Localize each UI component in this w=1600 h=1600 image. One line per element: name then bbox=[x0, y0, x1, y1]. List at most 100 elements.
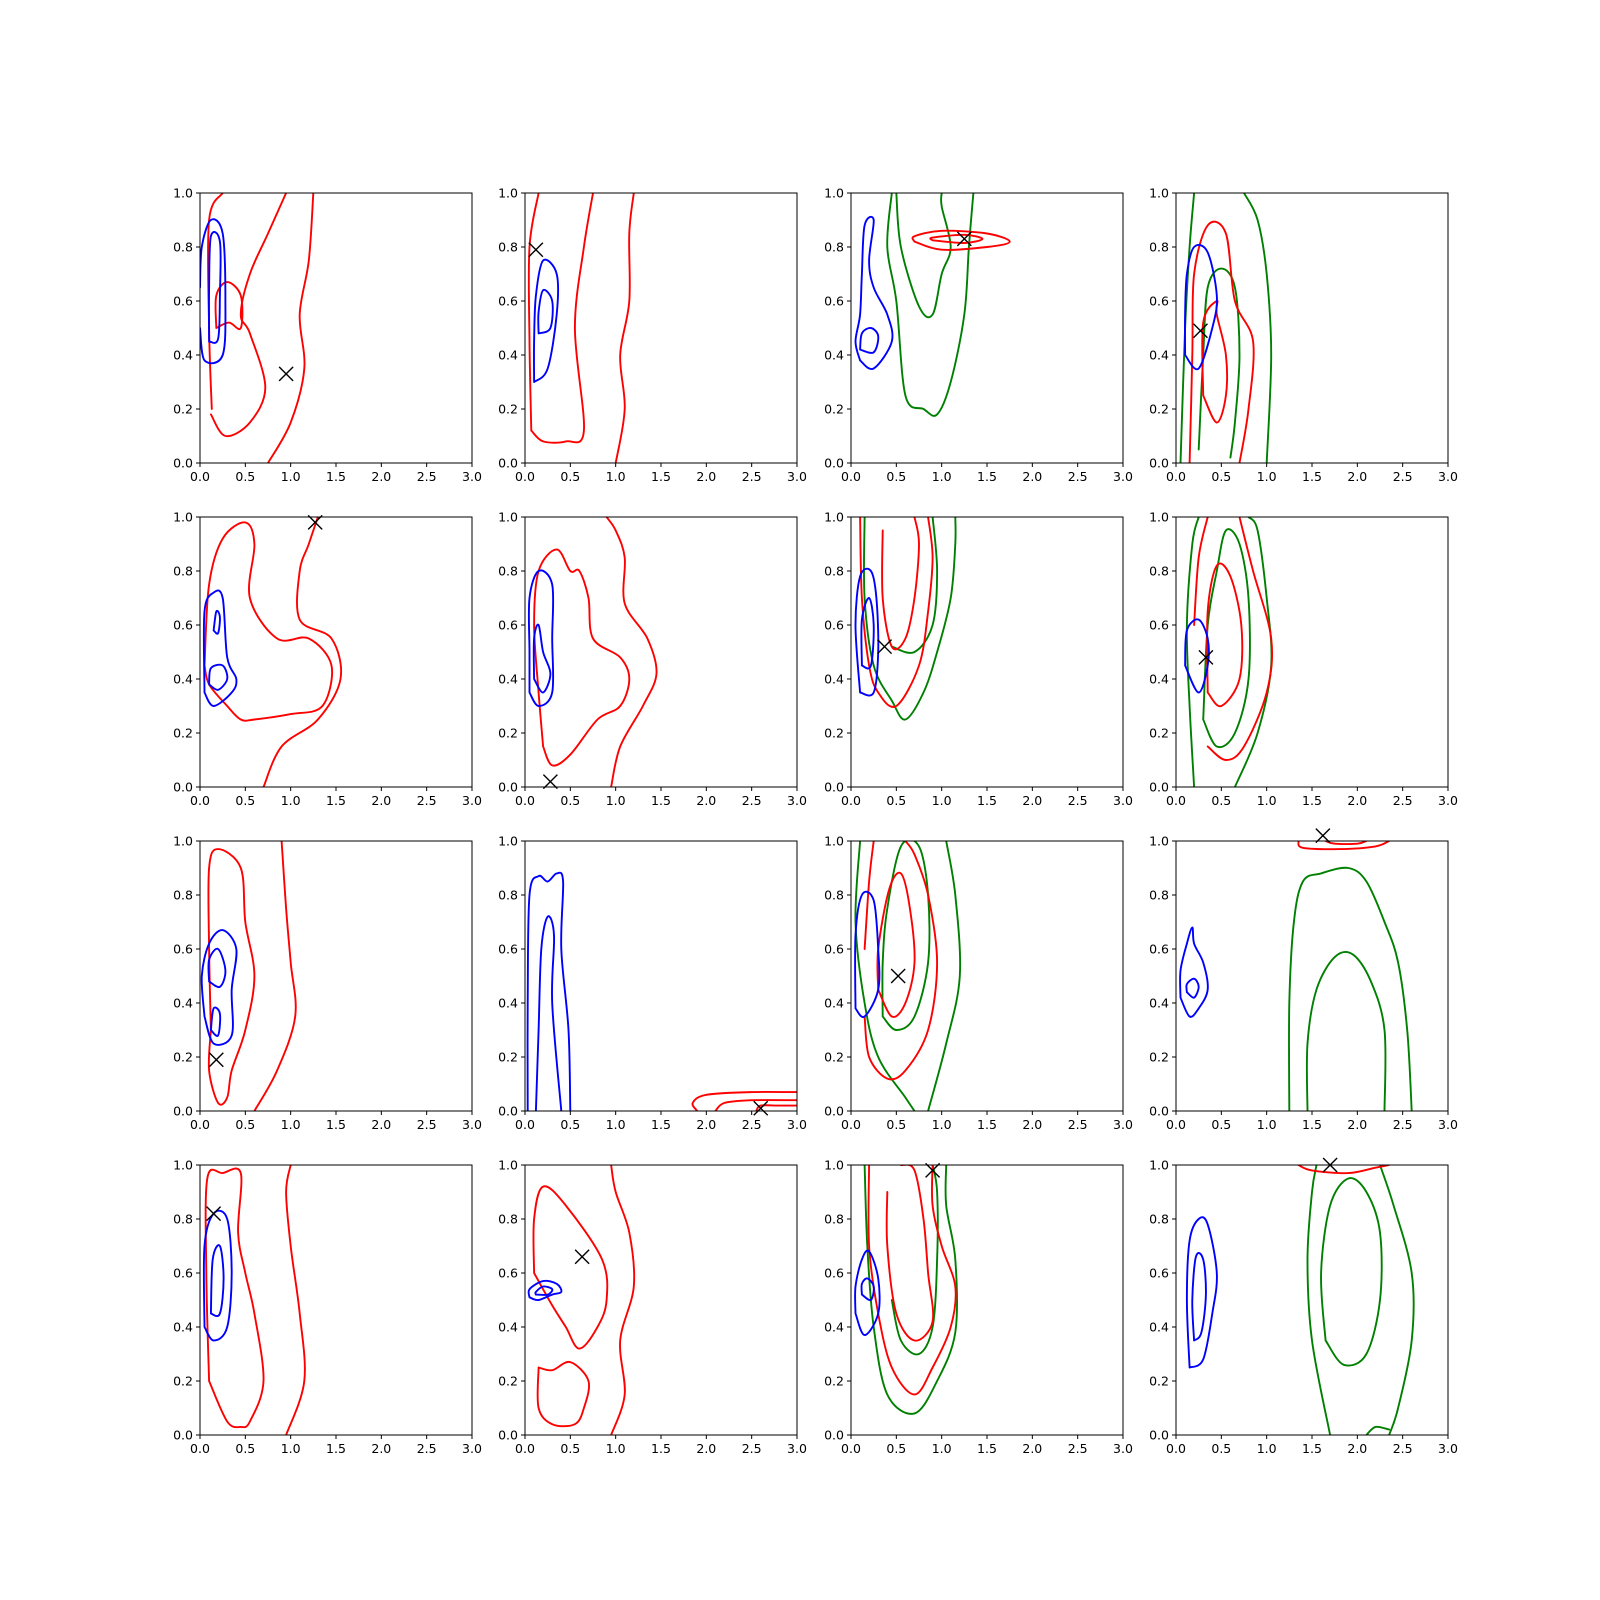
red-contour-line bbox=[1201, 299, 1228, 424]
y-tick-label: 0.0 bbox=[173, 1428, 193, 1443]
green-contour-line bbox=[1305, 951, 1387, 1111]
y-tick-label: 0.2 bbox=[824, 1374, 844, 1389]
y-tick-label: 0.6 bbox=[824, 618, 844, 633]
x-tick-label: 2.5 bbox=[742, 1441, 762, 1456]
y-tick-label: 0.2 bbox=[498, 1050, 518, 1065]
y-tick-label: 0.4 bbox=[824, 672, 844, 687]
x-tick-label: 2.5 bbox=[1393, 469, 1413, 484]
red-contour-line bbox=[863, 841, 939, 1081]
y-tick-label: 0.0 bbox=[1149, 456, 1169, 471]
green-contour-line bbox=[1288, 866, 1413, 1111]
y-tick-label: 0.4 bbox=[824, 1320, 844, 1335]
blue-contour-line bbox=[854, 890, 881, 1019]
y-tick-label: 0.8 bbox=[498, 888, 518, 903]
x-tick-label: 1.5 bbox=[651, 1441, 671, 1456]
plot-area bbox=[200, 193, 315, 463]
y-tick-label: 0.2 bbox=[1149, 1050, 1169, 1065]
x-tick-label: 2.5 bbox=[1393, 1117, 1413, 1132]
x-tick-label: 0.5 bbox=[886, 469, 906, 484]
blue-contour-line bbox=[200, 929, 238, 1046]
y-tick-label: 0.2 bbox=[173, 726, 193, 741]
plot-area bbox=[854, 841, 962, 1111]
y-tick-label: 0.6 bbox=[498, 1266, 518, 1281]
y-tick-label: 0.0 bbox=[498, 1104, 518, 1119]
x-marker bbox=[1192, 323, 1208, 339]
y-tick-label: 0.6 bbox=[173, 618, 193, 633]
x-tick-label: 0.5 bbox=[1211, 793, 1231, 808]
y-tick-label: 1.0 bbox=[498, 1158, 518, 1173]
x-marker bbox=[574, 1249, 590, 1265]
x-tick-label: 1.0 bbox=[281, 793, 301, 808]
subplot-1-3: 0.0 0.5 1.0 1.5 2.0 2.5 3.0 0.0 0.2 0.4 0.6 0.8 1.0 bbox=[824, 186, 1133, 485]
y-tick-label: 0.6 bbox=[1149, 942, 1169, 957]
green-contour-line bbox=[1379, 1165, 1415, 1435]
red-contour-line bbox=[1193, 517, 1209, 626]
y-tick-label: 0.2 bbox=[1149, 726, 1169, 741]
y-tick-label: 1.0 bbox=[498, 834, 518, 849]
plot-area bbox=[202, 517, 343, 787]
y-tick-label: 0.4 bbox=[824, 996, 844, 1011]
x-marker bbox=[890, 968, 906, 984]
subplot-3-1: 0.0 0.5 1.0 1.5 2.0 2.5 3.0 0.0 0.2 0.4 0.6 0.8 1.0 bbox=[173, 834, 482, 1133]
red-contour-line bbox=[285, 1165, 306, 1435]
green-contour-line bbox=[886, 193, 975, 417]
x-tick-label: 1.0 bbox=[606, 1117, 626, 1132]
green-contour-line bbox=[1202, 528, 1251, 748]
plot-area bbox=[1185, 1165, 1415, 1435]
y-tick-label: 0.2 bbox=[498, 402, 518, 417]
red-contour-line bbox=[1188, 220, 1255, 463]
x-tick-label: 3.0 bbox=[787, 1117, 807, 1132]
subplot-4-4: 0.0 0.5 1.0 1.5 2.0 2.5 3.0 0.0 0.2 0.4 0.6 0.8 1.0 bbox=[1149, 1158, 1458, 1457]
x-tick-label: 0.5 bbox=[1211, 1117, 1231, 1132]
x-tick-label: 2.5 bbox=[1068, 469, 1088, 484]
y-tick-label: 0.0 bbox=[173, 780, 193, 795]
x-tick-label: 0.5 bbox=[235, 469, 255, 484]
y-tick-label: 0.4 bbox=[173, 348, 193, 363]
y-tick-label: 0.6 bbox=[1149, 618, 1169, 633]
y-tick-label: 1.0 bbox=[173, 510, 193, 525]
y-tick-label: 0.2 bbox=[498, 726, 518, 741]
red-contour-line bbox=[911, 229, 1011, 251]
blue-contour-line bbox=[854, 215, 894, 371]
x-tick-label: 0.5 bbox=[235, 1117, 255, 1132]
subplot-1-1: 0.0 0.5 1.0 1.5 2.0 2.5 3.0 0.0 0.2 0.4 0.6 0.8 1.0 bbox=[173, 186, 482, 485]
red-contour-line bbox=[1206, 562, 1244, 708]
x-tick-label: 2.5 bbox=[417, 1117, 437, 1132]
y-tick-label: 0.4 bbox=[173, 1320, 193, 1335]
x-tick-label: 3.0 bbox=[462, 1117, 482, 1132]
green-contour-line bbox=[890, 517, 939, 654]
y-tick-label: 0.6 bbox=[498, 618, 518, 633]
x-tick-label: 1.5 bbox=[1302, 1117, 1322, 1132]
red-contour-line bbox=[536, 1360, 590, 1428]
x-tick-label: 2.5 bbox=[1393, 793, 1413, 808]
x-tick-label: 0.5 bbox=[1211, 469, 1231, 484]
x-tick-label: 2.5 bbox=[742, 793, 762, 808]
subplot-1-4: 0.0 0.5 1.0 1.5 2.0 2.5 3.0 0.0 0.2 0.4 0.6 0.8 1.0 bbox=[1149, 186, 1458, 485]
red-contour-line bbox=[867, 1165, 957, 1396]
y-tick-label: 0.8 bbox=[173, 240, 193, 255]
subplot-2-3: 0.0 0.5 1.0 1.5 2.0 2.5 3.0 0.0 0.2 0.4 0.6 0.8 1.0 bbox=[824, 510, 1133, 809]
x-tick-label: 0.0 bbox=[841, 1441, 861, 1456]
axes-frame bbox=[524, 516, 798, 788]
x-tick-label: 0.5 bbox=[1211, 1441, 1231, 1456]
x-tick-label: 1.5 bbox=[651, 1117, 671, 1132]
y-tick-label: 0.4 bbox=[173, 996, 193, 1011]
y-tick-label: 1.0 bbox=[1149, 1158, 1169, 1173]
axes-frame bbox=[199, 1164, 473, 1436]
green-contour-line bbox=[1243, 193, 1273, 463]
x-tick-label: 1.0 bbox=[606, 469, 626, 484]
y-tick-label: 0.0 bbox=[1149, 1104, 1169, 1119]
x-tick-label: 0.0 bbox=[1166, 1117, 1186, 1132]
subplot-2-4: 0.0 0.5 1.0 1.5 2.0 2.5 3.0 0.0 0.2 0.4 0.6 0.8 1.0 bbox=[1149, 510, 1458, 809]
x-marker bbox=[877, 639, 893, 655]
y-tick-label: 1.0 bbox=[498, 186, 518, 201]
y-tick-label: 0.2 bbox=[498, 1374, 518, 1389]
x-tick-label: 3.0 bbox=[787, 469, 807, 484]
plot-area bbox=[200, 841, 297, 1111]
y-tick-label: 0.0 bbox=[1149, 1428, 1169, 1443]
x-marker bbox=[542, 774, 558, 790]
y-tick-label: 1.0 bbox=[498, 510, 518, 525]
y-tick-label: 0.8 bbox=[1149, 888, 1169, 903]
green-contour-line bbox=[881, 841, 931, 1031]
x-tick-label: 3.0 bbox=[462, 793, 482, 808]
